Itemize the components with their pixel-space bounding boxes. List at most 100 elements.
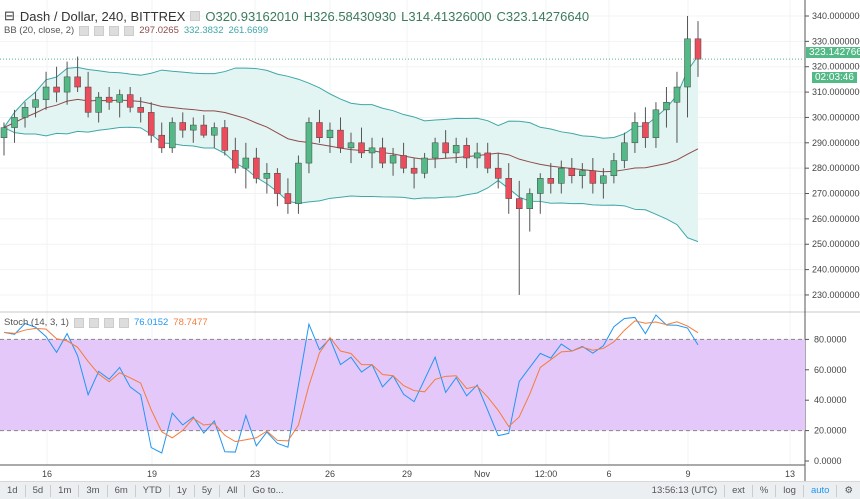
candle-body xyxy=(389,155,397,164)
candle-body xyxy=(452,145,460,154)
candle-body xyxy=(137,107,144,113)
candle-body xyxy=(684,38,691,88)
bar-countdown: 02:03:46 xyxy=(812,72,857,83)
collapse-icon[interactable]: ⊟ xyxy=(4,8,15,23)
price-tick-label: 230.00000000 xyxy=(812,290,860,300)
candle-body xyxy=(284,193,292,204)
candle-body xyxy=(526,193,534,209)
candle-body xyxy=(179,122,187,131)
range-5y[interactable]: 5y xyxy=(195,484,220,497)
candle-body xyxy=(158,134,165,149)
candle-body xyxy=(337,129,344,149)
candle-body xyxy=(631,122,639,144)
add-icon[interactable] xyxy=(103,317,114,328)
time-tick-label: 23 xyxy=(250,469,260,479)
candle-body xyxy=(473,152,481,159)
candle-body xyxy=(694,38,702,60)
candle-body xyxy=(168,122,176,149)
candle-body xyxy=(295,162,302,204)
candle-body xyxy=(53,86,60,93)
range-1m[interactable]: 1m xyxy=(51,484,80,497)
price-tick-label: 320.00000000 xyxy=(812,62,860,72)
candle-body xyxy=(84,86,92,113)
candle-body xyxy=(42,86,50,100)
candle-body xyxy=(421,157,428,174)
range-1d[interactable]: 1d xyxy=(0,484,26,497)
candle-body xyxy=(505,178,512,199)
candle-body xyxy=(579,170,586,177)
range-5d[interactable]: 5d xyxy=(26,484,52,497)
time-tick-label: 6 xyxy=(606,469,611,479)
candle-body xyxy=(442,142,449,154)
chart-canvas[interactable]: 340.00000000 330.00000000 320.00000000 310.… xyxy=(0,0,860,481)
candle-body xyxy=(316,122,323,138)
settings-icon[interactable] xyxy=(190,11,201,21)
candle-body xyxy=(368,147,376,154)
candle-body xyxy=(379,147,386,164)
gear-icon[interactable]: ⚙ xyxy=(844,484,853,496)
range-3m[interactable]: 3m xyxy=(79,484,108,497)
range-ytd[interactable]: YTD xyxy=(136,484,170,497)
close-icon[interactable] xyxy=(118,317,129,328)
range-6m[interactable]: 6m xyxy=(108,484,136,497)
time-tick-label: 12:00 xyxy=(535,469,558,479)
visibility-icon[interactable] xyxy=(79,25,90,36)
candle-body xyxy=(600,175,607,184)
candle-body xyxy=(11,117,18,128)
candle-body xyxy=(305,122,313,164)
candle-body xyxy=(200,124,208,136)
auto-toggle[interactable]: auto xyxy=(804,484,838,497)
candle-body xyxy=(621,142,628,161)
candle-body xyxy=(558,167,565,184)
candle-body xyxy=(190,124,197,131)
range-all[interactable]: All xyxy=(220,484,246,497)
stoch-tick-label: 0.0000 xyxy=(814,456,842,466)
candle-body xyxy=(95,96,102,113)
stoch-legend: Stoch (14, 3, 1) 76.0152 78.7477 xyxy=(4,317,208,328)
stoch-label: Stoch (14, 3, 1) xyxy=(4,317,69,328)
candle-body xyxy=(494,167,502,179)
ext-toggle[interactable]: ext xyxy=(725,484,753,497)
ohlc-close: C323.14276640 xyxy=(496,8,590,24)
candle-body xyxy=(358,142,365,154)
candle-body xyxy=(32,99,39,108)
add-icon[interactable] xyxy=(109,25,120,36)
candle-body xyxy=(400,155,407,169)
price-tick-label: 310.00000000 xyxy=(812,87,860,97)
last-price-tag: 323.14276640 xyxy=(806,47,860,58)
candle-body xyxy=(232,150,239,169)
range-1y[interactable]: 1y xyxy=(170,484,195,497)
candle-body xyxy=(74,76,81,88)
price-tick-label: 300.00000000 xyxy=(812,112,860,122)
percent-toggle[interactable]: % xyxy=(753,484,777,497)
log-toggle[interactable]: log xyxy=(776,484,804,497)
ohlc-open: O320.93162010 xyxy=(205,8,299,24)
price-tick-label: 250.00000000 xyxy=(812,239,860,249)
candle-body xyxy=(431,142,439,159)
close-icon[interactable] xyxy=(124,25,135,36)
time-tick-label: Nov xyxy=(474,469,491,479)
price-tick-label: 330.00000000 xyxy=(812,36,860,46)
stoch-d-value: 78.7477 xyxy=(173,317,208,328)
price-tick-label: 240.00000000 xyxy=(812,265,860,275)
candle-body xyxy=(105,96,113,103)
candle-body xyxy=(211,127,218,136)
settings-icon[interactable] xyxy=(88,317,99,328)
candle-body xyxy=(589,170,597,184)
candle-body xyxy=(326,129,334,138)
settings-icon[interactable] xyxy=(94,25,105,36)
candle-body xyxy=(0,127,8,138)
candle-body xyxy=(484,152,491,169)
symbol-title: Dash / Dollar, 240, BITTREX xyxy=(19,8,186,24)
bb-legend: BB (20, close, 2) 297.0265 332.3832 261.… xyxy=(4,25,268,36)
clock: 13:56:13 (UTC) xyxy=(645,484,726,497)
goto-button[interactable]: Go to... xyxy=(252,484,284,496)
stoch-k-line xyxy=(3,314,699,454)
candle-body xyxy=(537,178,544,194)
candle-body xyxy=(221,127,229,151)
candle-body xyxy=(263,172,271,179)
price-tick-label: 340.00000000 xyxy=(812,11,860,21)
visibility-icon[interactable] xyxy=(73,317,84,328)
bb-label: BB (20, close, 2) xyxy=(4,25,75,36)
bb-lower-line xyxy=(3,126,699,243)
